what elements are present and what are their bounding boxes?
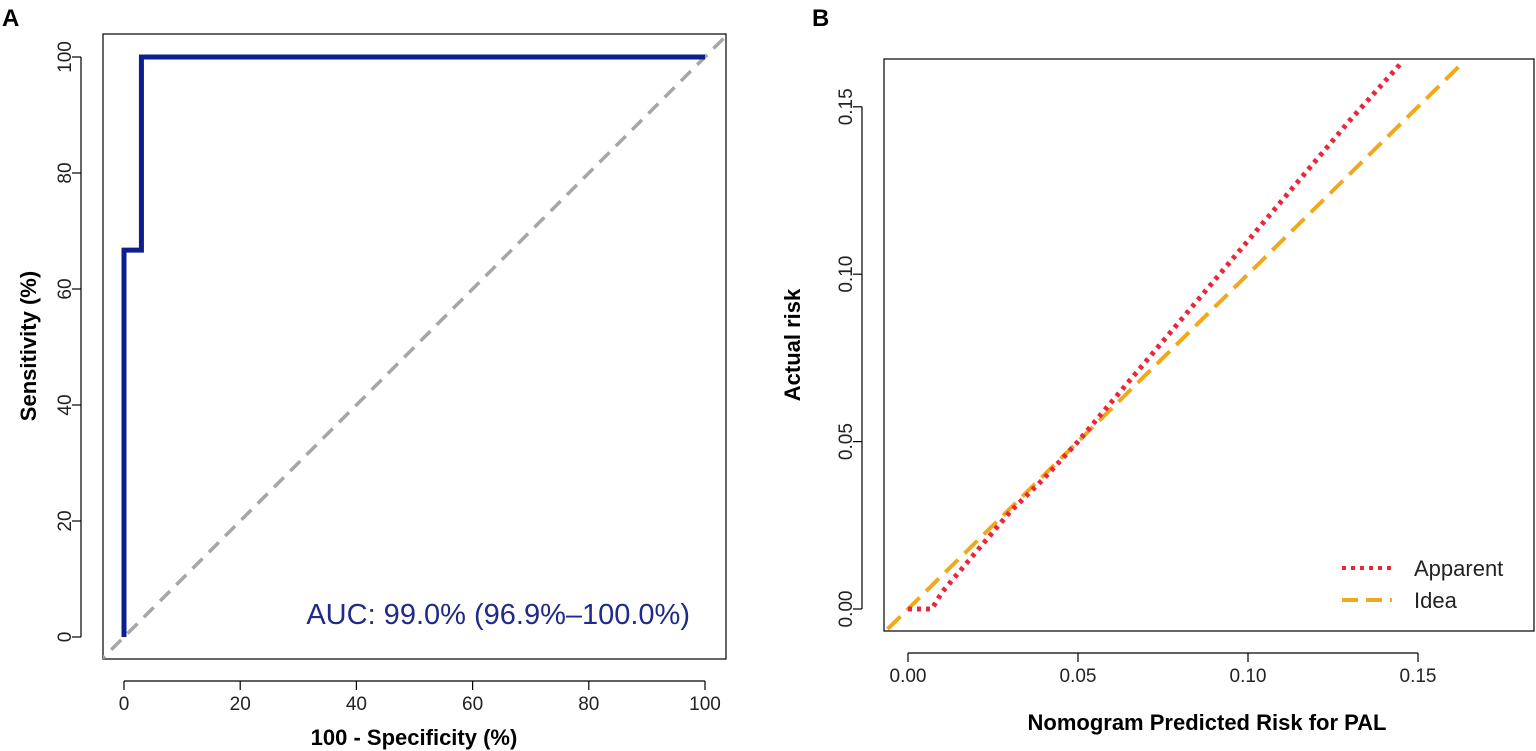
- panel-b: B 0.00 0.05 0.10 0.15 0.00 0.05 0.10 0.15 Appar…: [780, 5, 1535, 735]
- panel-a-x-tick-label: 80: [578, 694, 599, 715]
- panel-a-x-tick-label: 60: [462, 694, 483, 715]
- panel-b-y-tick-label: 0.00: [836, 591, 857, 628]
- panel-a-y-tick-label: 100: [55, 41, 76, 73]
- legend-label-apparent: Apparent: [1414, 556, 1503, 581]
- panel-b-x-tick-label: 0.10: [1230, 666, 1267, 687]
- panel-a-x-tick-label: 40: [346, 694, 367, 715]
- panel-b-y-tick-label: 0.15: [836, 88, 857, 125]
- panel-letter-b: B: [812, 5, 829, 32]
- panel-b-x-axis-title: Nomogram Predicted Risk for PAL: [1028, 710, 1387, 735]
- panel-b-x-tick-label: 0.05: [1060, 666, 1097, 687]
- panel-a-y-tick-label: 60: [55, 278, 76, 299]
- panel-a-x-tick-label: 0: [119, 694, 130, 715]
- panel-a-x-axis-title: 100 - Specificity (%): [311, 725, 518, 750]
- panel-b-series: [886, 61, 1464, 631]
- panel-a-axes: 0 20 40 60 80 100 0 20 40 60 80 100: [55, 41, 721, 715]
- apparent-line: [908, 61, 1403, 612]
- panel-a-y-tick-label: 40: [55, 394, 76, 415]
- panel-a-y-tick-label: 0: [55, 632, 76, 643]
- reference-diagonal-line: [103, 34, 726, 659]
- panel-a-y-axis-title: Sensitivity (%): [16, 271, 41, 421]
- legend-label-idea: Idea: [1414, 588, 1458, 613]
- panel-b-plot-frame: [883, 58, 1535, 632]
- panel-a: A 0 20 40 60 80 100 0 20 40 60 80 100 AUC: 99.0% (9…: [2, 5, 727, 750]
- panel-b-x-tick-label: 0.15: [1400, 666, 1437, 687]
- panel-letter-a: A: [2, 5, 19, 32]
- panel-b-y-tick-label: 0.05: [836, 423, 857, 460]
- panel-b-legend: Apparent Idea: [1342, 556, 1503, 613]
- idea-line: [886, 61, 1464, 631]
- roc-curve-line: [121, 54, 705, 637]
- panel-b-y-axis-title: Actual risk: [780, 288, 805, 401]
- panel-a-plot-frame: [102, 33, 727, 660]
- panel-a-x-tick-label: 20: [230, 694, 251, 715]
- panel-a-x-tick-label: 100: [689, 694, 721, 715]
- panel-a-series: [103, 34, 726, 659]
- panel-b-axes: 0.00 0.05 0.10 0.15 0.00 0.05 0.10 0.15: [836, 88, 1436, 687]
- auc-annotation: AUC: 99.0% (96.9%–100.0%): [306, 599, 690, 631]
- panel-a-y-tick-label: 80: [55, 162, 76, 183]
- panel-a-y-tick-label: 20: [55, 510, 76, 531]
- panel-b-x-tick-label: 0.00: [890, 666, 927, 687]
- panel-b-y-tick-label: 0.10: [836, 256, 857, 293]
